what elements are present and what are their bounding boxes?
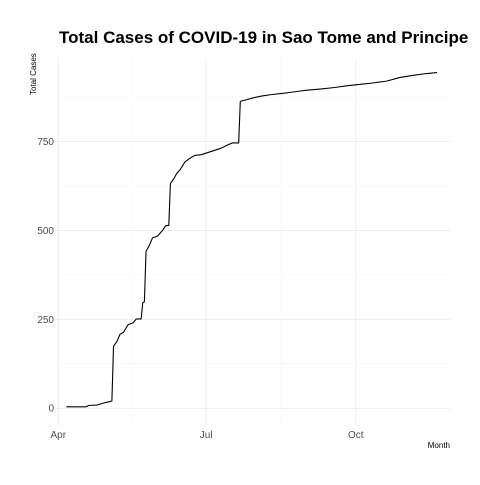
series-layer — [66, 72, 438, 408]
y-tick-label: 750 — [37, 137, 54, 148]
tick-labels: 0 250 500 750 Apr Jul Oct — [37, 137, 363, 441]
y-tick-label: 0 — [48, 404, 54, 415]
chart-title: Total Cases of COVID-19 in Sao Tome and … — [59, 28, 468, 47]
grid-layer — [55, 58, 450, 426]
x-tick-label: Apr — [50, 430, 66, 441]
x-tick-label: Oct — [348, 430, 364, 441]
series-line-total-cases — [66, 72, 438, 408]
y-tick-label: 500 — [37, 226, 54, 237]
x-tick-label: Jul — [200, 430, 213, 441]
y-tick-label: 250 — [37, 315, 54, 326]
y-axis-title: Total Cases — [29, 53, 38, 95]
x-axis-title: Month — [428, 441, 450, 450]
